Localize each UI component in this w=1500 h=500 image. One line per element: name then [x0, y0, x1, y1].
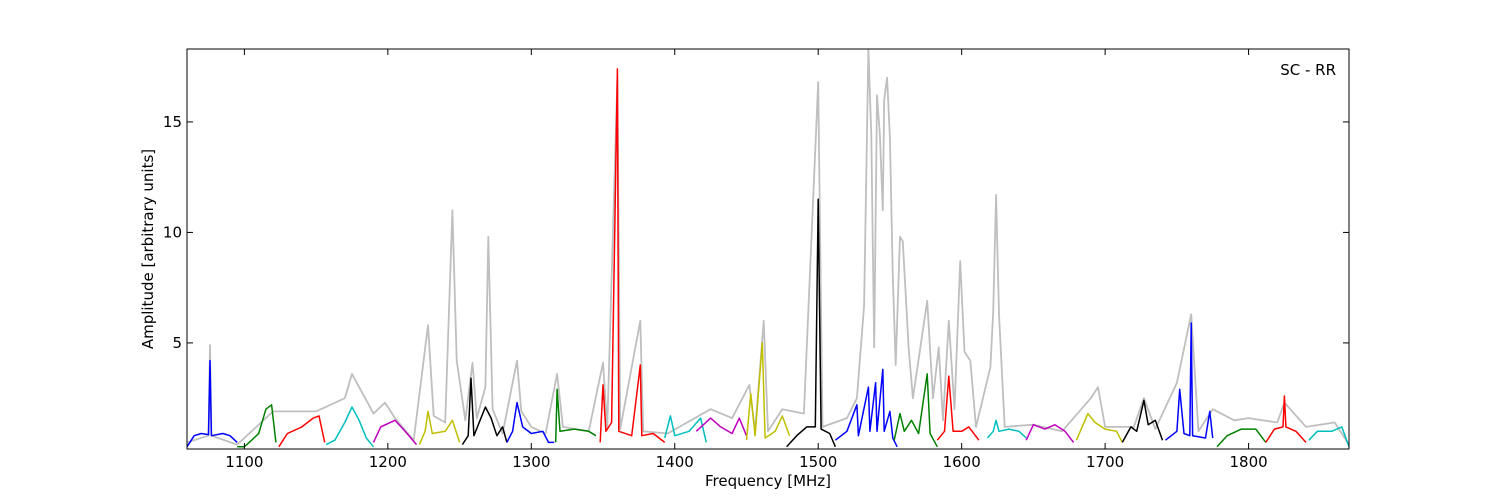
series-line-8 [506, 401, 555, 444]
series-line-6 [418, 410, 461, 445]
series-line-11 [663, 415, 708, 443]
series-line-23 [1216, 428, 1267, 448]
series-line-24 [1265, 395, 1307, 443]
series-line-18 [986, 419, 1027, 439]
series-line-15 [834, 368, 898, 448]
series-line-3 [278, 415, 326, 448]
x-tick-label: 1200 [369, 453, 407, 471]
x-tick-label: 1300 [512, 453, 550, 471]
series-line-16 [893, 373, 938, 448]
series-line-background [187, 49, 1349, 446]
series-line-19 [1025, 423, 1075, 443]
series-line-1 [187, 359, 238, 448]
series-line-21 [1121, 399, 1164, 443]
series-line-13 [745, 342, 791, 441]
series-line-9 [554, 388, 597, 443]
x-tick-label: 1100 [225, 453, 263, 471]
series-line-14 [786, 198, 837, 448]
x-tick-label: 1500 [799, 453, 837, 471]
series-line-20 [1075, 412, 1123, 443]
y-tick-label: 15 [163, 113, 182, 131]
chart-annotation: SC - RR [1280, 61, 1336, 79]
y-tick-label: 10 [163, 223, 182, 241]
x-tick-label: 1400 [656, 453, 694, 471]
y-axis-label: Amplitude [arbitrary units] [139, 149, 157, 349]
plot-frame [186, 48, 1350, 450]
series-line-25 [1308, 426, 1349, 448]
x-tick-label: 1600 [943, 453, 981, 471]
series-line-22 [1164, 322, 1214, 441]
series-line-4 [325, 406, 375, 448]
x-tick-label: 1700 [1086, 453, 1124, 471]
series-line-17 [936, 375, 980, 441]
series-line-10 [599, 68, 666, 443]
x-tick-label: 1800 [1229, 453, 1267, 471]
series-line-5 [372, 419, 418, 446]
y-tick-label: 5 [172, 334, 182, 352]
series-line-7 [461, 377, 508, 446]
x-axis-label: Frequency [MHz] [705, 472, 831, 490]
series-line-12 [695, 417, 748, 436]
